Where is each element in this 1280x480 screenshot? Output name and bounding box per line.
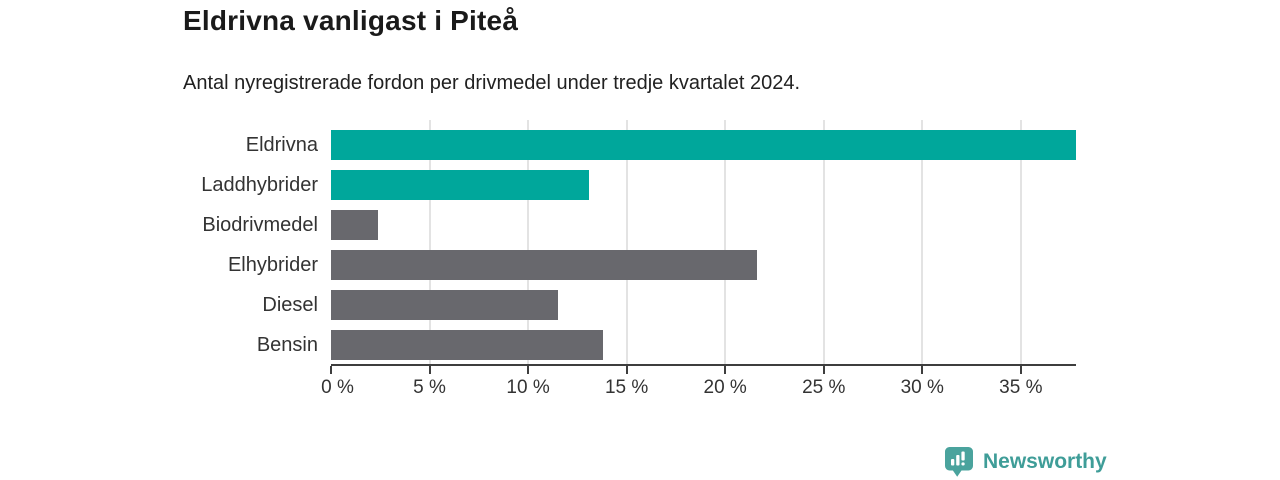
bar-laddhybrider [331, 170, 590, 200]
category-labels: Eldrivna Laddhybrider Biodrivmedel Elhybrid… [0, 120, 318, 364]
chart-title: Eldrivna vanligast i Piteå [183, 5, 519, 36]
x-axis-tick [921, 366, 924, 374]
x-axis-tick [822, 366, 825, 374]
gridline [921, 120, 924, 364]
category-label-eldrivna: Eldrivna [245, 134, 318, 156]
x-axis-tick-label: 35 % [999, 377, 1043, 398]
gridline [724, 120, 727, 364]
gridline [625, 120, 628, 364]
x-axis: 0 % 5 % 10 % 15 % 20 % 25 % 30 % 35 % [321, 366, 1076, 408]
x-axis-tick-label: 30 % [900, 377, 944, 398]
gridline [428, 120, 431, 364]
x-axis-tick [625, 366, 628, 374]
x-axis-tick [527, 366, 530, 374]
x-axis-tick-label: 10 % [506, 377, 550, 398]
newsworthy-logo-text: Newsworthy [983, 450, 1107, 473]
x-axis-tick-label: 15 % [604, 377, 649, 398]
gridline [822, 120, 825, 364]
x-axis-tick-label: 20 % [703, 377, 747, 398]
gridline [527, 120, 530, 364]
bar-bensin [331, 330, 603, 360]
category-label-biodrivmedel: Biodrivmedel [202, 214, 318, 236]
plot-area [331, 120, 1076, 366]
x-axis-tick-label: 25 % [802, 377, 846, 398]
bar-biodrivmedel [331, 210, 379, 240]
category-label-elhybrider: Elhybrider [227, 254, 318, 276]
bar-diesel [331, 290, 558, 320]
x-axis-tick [330, 366, 332, 374]
gridline [1019, 120, 1022, 364]
bar-elhybrider [331, 250, 757, 280]
x-axis-tick-label: 5 % [413, 377, 446, 398]
chart-subtitle: Antal nyregistrerade fordon per drivmede… [183, 72, 801, 94]
x-axis-tick-label: 0 % [321, 377, 354, 398]
category-label-laddhybrider: Laddhybrider [201, 174, 318, 196]
newsworthy-logo: Newsworthy [944, 446, 1107, 478]
x-axis-tick [724, 366, 727, 374]
x-axis-tick [1019, 366, 1022, 374]
bar-chart-pin-icon [945, 447, 973, 477]
x-axis-tick [428, 366, 431, 374]
category-label-bensin: Bensin [256, 334, 318, 356]
bar-eldrivna [331, 130, 1076, 160]
category-label-diesel: Diesel [262, 294, 318, 316]
